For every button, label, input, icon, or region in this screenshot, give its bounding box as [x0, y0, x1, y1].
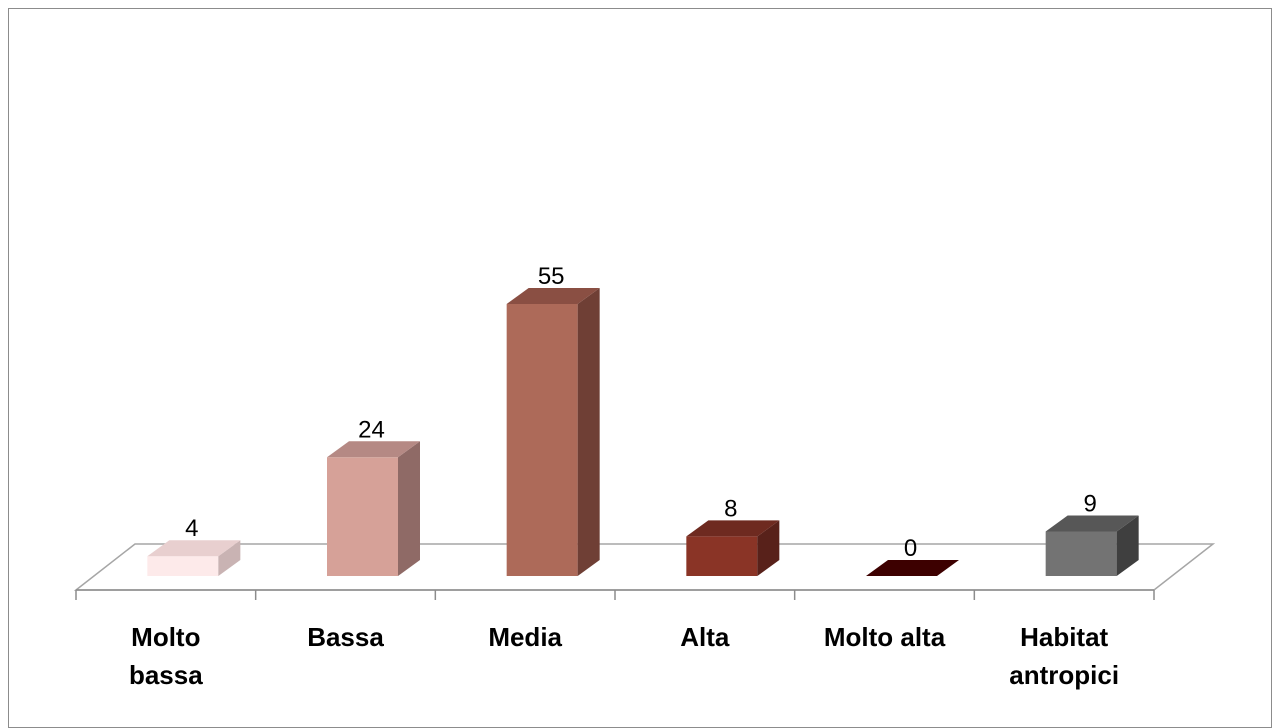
bar — [506, 288, 600, 576]
bar-side — [218, 540, 241, 576]
bar-front — [327, 457, 398, 576]
category-label: antropici — [1009, 660, 1119, 690]
x-axis — [75, 589, 1155, 600]
category-label: Media — [488, 622, 562, 652]
bar-top — [686, 520, 780, 537]
value-labels: 4 24 55 8 0 9 — [185, 263, 1097, 562]
chart-area — [8, 8, 1272, 728]
bar-top — [866, 560, 959, 576]
bar-front — [1045, 531, 1117, 576]
value-label: 4 — [185, 515, 198, 542]
bar-top — [506, 288, 600, 304]
chart-floor — [73, 543, 1216, 591]
bar-side — [757, 520, 780, 576]
category-label: Bassa — [307, 622, 384, 652]
bar — [686, 520, 780, 576]
bars — [147, 288, 1139, 576]
value-label: 24 — [358, 416, 385, 443]
bar-side — [1116, 515, 1139, 576]
value-label: 9 — [1083, 490, 1096, 517]
bar-top — [327, 441, 420, 458]
bar — [327, 441, 420, 576]
category-label: bassa — [129, 660, 203, 690]
bar — [866, 560, 959, 576]
bar-side — [398, 441, 420, 576]
category-label: Habitat — [1020, 622, 1108, 652]
bar-top — [147, 540, 241, 557]
value-label: 0 — [904, 535, 917, 562]
floor-plane — [73, 543, 1216, 591]
category-label: Molto — [131, 622, 200, 652]
value-label: 8 — [724, 495, 737, 522]
bar-front — [506, 304, 578, 576]
value-label: 55 — [538, 263, 565, 290]
bar — [147, 540, 241, 576]
category-label: Alta — [680, 622, 730, 652]
category-labels: Molto bassa Bassa Media Alta Molto alta Habita… — [129, 622, 1119, 690]
bar — [1045, 515, 1139, 576]
bar-front — [147, 556, 219, 576]
category-label: Molto alta — [824, 622, 946, 652]
bar-front — [686, 536, 758, 576]
bar-top — [1045, 515, 1139, 532]
bar-side — [577, 288, 600, 576]
